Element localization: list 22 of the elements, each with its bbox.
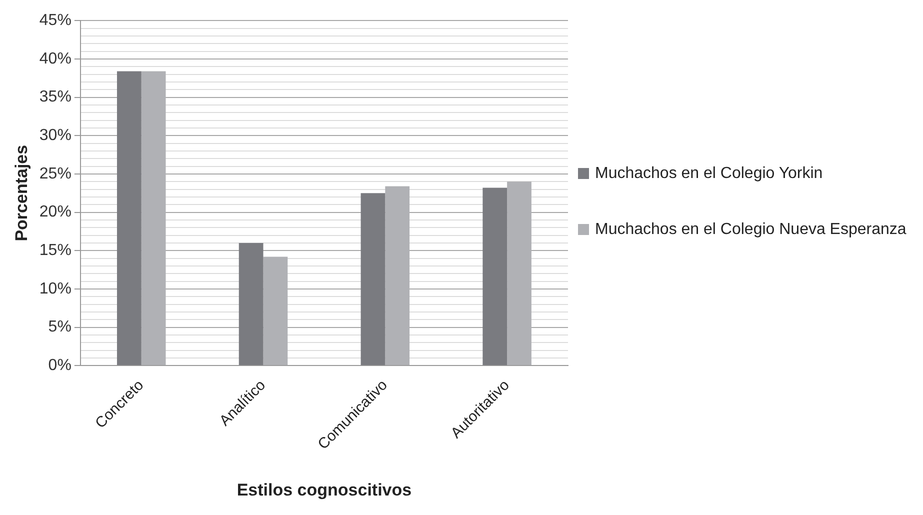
y-tick-label: 45% — [39, 12, 72, 30]
bar — [263, 256, 288, 366]
bar — [507, 182, 532, 366]
y-axis-title: Porcentajes — [12, 144, 31, 242]
legend-label: Muchachos en el Colegio Nueva Esperanza — [595, 220, 906, 240]
bar — [238, 242, 264, 366]
bar — [360, 193, 386, 366]
bar — [116, 71, 142, 366]
y-tick-label: 10% — [39, 280, 72, 298]
legend-label: Muchachos en el Colegio Yorkin — [595, 164, 823, 184]
y-tick-label: 40% — [39, 50, 72, 68]
bar — [141, 71, 166, 366]
y-tick-label: 5% — [48, 318, 72, 336]
y-tick-label: 20% — [39, 204, 72, 221]
y-tick-label: 30% — [39, 127, 72, 144]
y-tick-label: 0% — [48, 357, 72, 374]
y-tick-label: 15% — [39, 242, 72, 260]
x-axis-title: Estilos cognoscitivos — [236, 480, 412, 500]
y-tick-label: 25% — [39, 165, 72, 182]
y-tick-label: 35% — [39, 88, 72, 106]
bar — [482, 188, 508, 366]
bar — [385, 186, 410, 366]
